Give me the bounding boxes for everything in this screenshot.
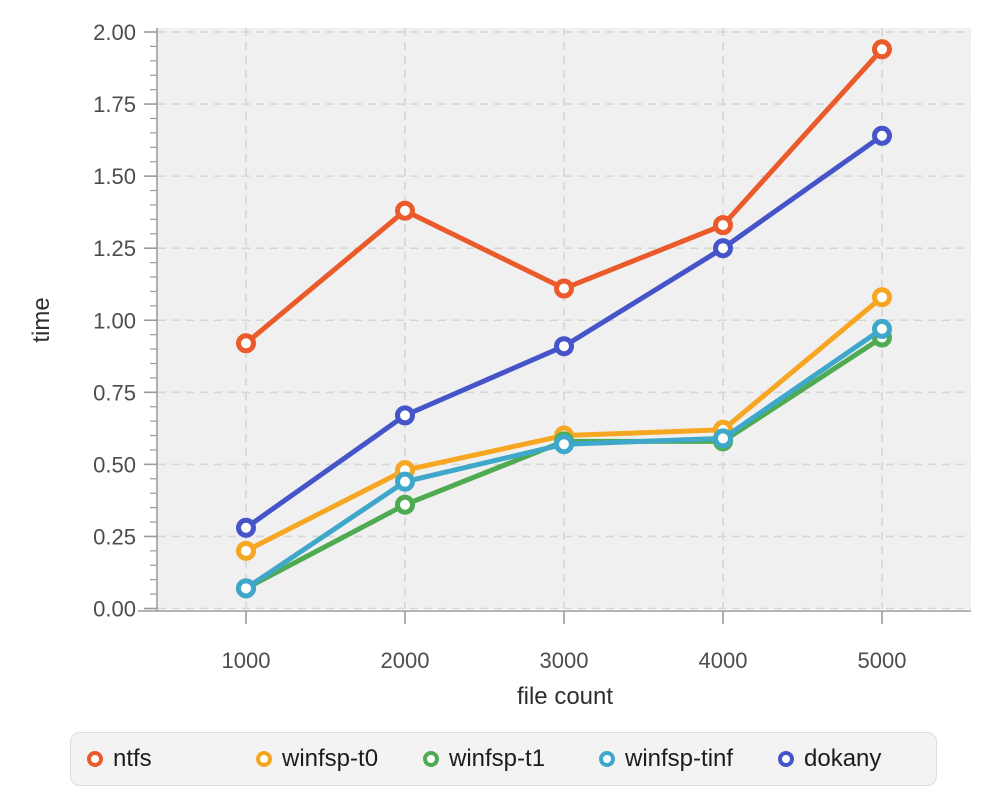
data-point-ntfs [395,200,415,221]
data-point-ntfs [713,215,733,236]
legend-item-dokany: dokany [778,733,881,785]
y-tick-label: 1.75 [93,92,136,117]
x-tick-label: 5000 [858,648,907,673]
legend-label: winfsp-t0 [282,745,379,772]
legend-item-ntfs: ntfs [87,733,152,785]
y-tick-label: 1.50 [93,164,136,189]
data-point-winfsp-tinf [554,434,574,455]
x-tick-label: 2000 [381,648,430,673]
x-axis-title: file count [516,683,614,710]
plot-area [158,28,971,609]
x-tick-label: 3000 [540,648,589,673]
y-axis-title: time [28,297,55,343]
data-point-ntfs [236,333,256,354]
y-tick-label: 1.25 [93,236,136,261]
legend-item-winfsp-t1: winfsp-t1 [423,733,545,785]
data-point-winfsp-tinf [236,578,256,599]
data-point-dokany [236,517,256,538]
y-tick-label: 0.75 [93,380,136,405]
data-point-dokany [554,336,574,357]
y-tick-label: 0.50 [93,452,136,477]
data-point-ntfs [554,278,574,299]
y-tick-label: 0.25 [93,524,136,549]
data-point-dokany [395,405,415,426]
y-tick-label: 0.00 [93,597,136,622]
legend-label: winfsp-t1 [449,745,546,772]
data-point-winfsp-t0 [872,287,892,308]
y-tick-label: 1.00 [93,308,136,333]
legend-item-winfsp-tinf: winfsp-tinf [599,733,733,785]
data-point-winfsp-tinf [395,471,415,492]
legend-open-circle-icon [423,751,439,767]
data-point-winfsp-tinf [872,318,892,339]
legend-open-circle-icon [256,751,272,767]
data-point-winfsp-tinf [713,428,733,449]
line-chart-canvas: 0.00 0.25 0.50 0.75 1.00 1.25 1.50 1.75 2.00 1000… [93,20,971,673]
data-point-winfsp-t1 [395,494,415,515]
legend-open-circle-icon [87,751,103,767]
y-tick-label: 2.00 [93,20,136,45]
data-point-dokany [713,238,733,259]
data-point-winfsp-t0 [236,540,256,561]
legend-open-circle-icon [599,751,615,767]
legend-open-circle-icon [778,751,794,767]
legend-label: winfsp-tinf [625,745,734,772]
legend-item-winfsp-t0: winfsp-t0 [256,733,378,785]
data-point-dokany [872,125,892,146]
legend: ntfs winfsp-t0 winfsp-t1 winfsp-tinf dokany [70,732,937,786]
x-tick-label: 1000 [222,648,271,673]
x-tick-label: 4000 [699,648,748,673]
legend-label: ntfs [113,745,152,772]
legend-label: dokany [804,745,882,772]
data-point-ntfs [872,39,892,60]
